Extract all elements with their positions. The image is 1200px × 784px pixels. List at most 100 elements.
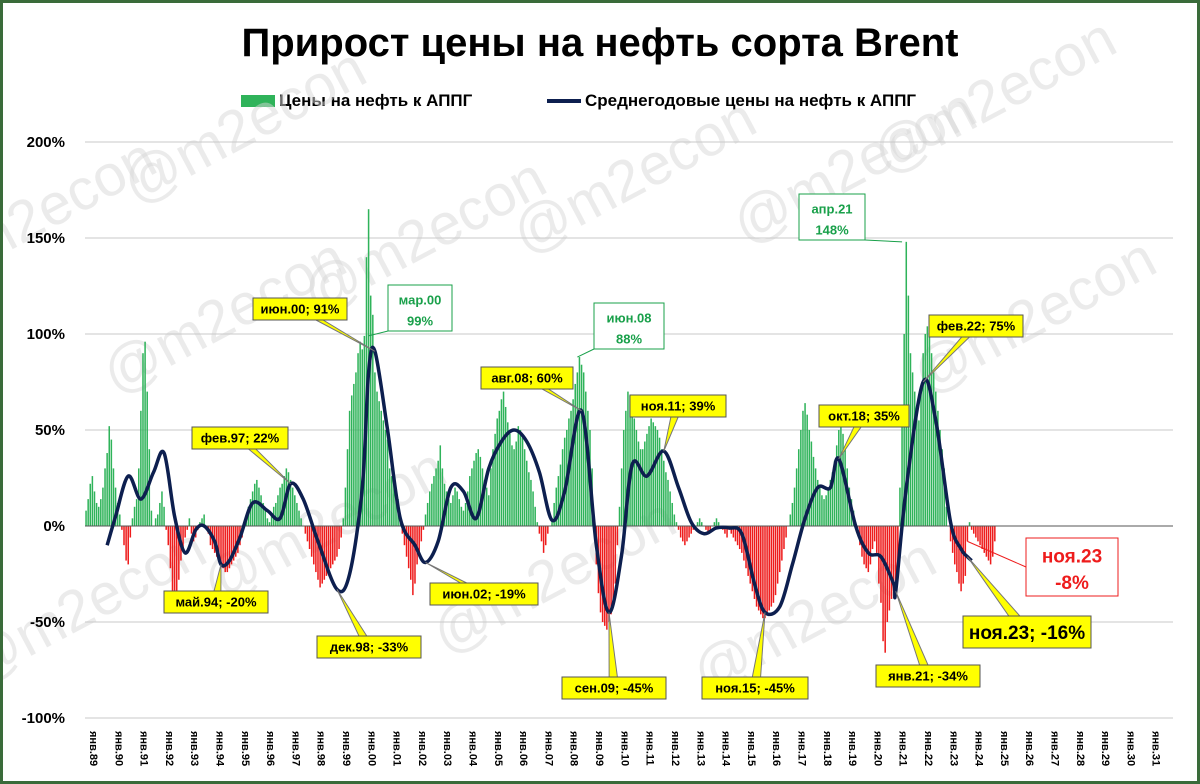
bar <box>460 506 463 526</box>
bar <box>184 526 186 538</box>
bar <box>916 410 918 526</box>
x-tick-label: янв.29 <box>1099 731 1111 766</box>
bar <box>471 468 473 526</box>
bar <box>580 364 583 526</box>
annotation-label: янв.21; -34% <box>888 669 968 684</box>
x-tick-label: янв.95 <box>239 731 251 766</box>
bar <box>369 295 372 526</box>
bar <box>897 526 899 565</box>
bar <box>483 479 486 526</box>
bar <box>500 399 503 526</box>
bar <box>766 526 768 615</box>
bar <box>989 526 992 565</box>
x-tick-label: янв.07 <box>542 731 554 766</box>
bar <box>515 441 517 526</box>
bar <box>682 526 684 542</box>
x-tick-label: янв.31 <box>1150 731 1162 766</box>
legend-label-bars: Цены на нефть к АППГ <box>279 91 473 110</box>
bar <box>620 468 623 526</box>
bar <box>313 526 315 565</box>
bar <box>608 526 610 622</box>
bar <box>85 510 87 526</box>
bar <box>344 487 347 526</box>
bar <box>669 491 671 526</box>
bar <box>958 526 960 584</box>
y-tick-label: 0% <box>43 518 65 535</box>
bar <box>772 526 775 603</box>
bar <box>935 391 937 526</box>
annotation-box <box>798 193 866 241</box>
annotation-value: 88% <box>616 331 642 346</box>
bar <box>663 460 665 526</box>
annotation-16: ноя.23 -8% <box>967 537 1119 597</box>
bar <box>823 499 825 526</box>
bar <box>230 526 233 565</box>
bar <box>393 483 395 526</box>
bar <box>677 526 680 530</box>
bar <box>707 526 709 534</box>
x-tick-label: янв.27 <box>1048 731 1060 766</box>
x-tick-label: янв.01 <box>391 731 403 766</box>
x-tick-label: янв.20 <box>871 731 883 766</box>
bar <box>264 510 267 526</box>
annotation-box <box>701 676 809 700</box>
bar <box>972 526 975 534</box>
bar <box>835 445 838 526</box>
y-tick-label: 200% <box>27 134 65 151</box>
annotation-box <box>593 302 665 350</box>
bar <box>905 241 908 526</box>
bar <box>133 506 136 526</box>
bar <box>277 495 279 526</box>
bar <box>804 403 806 526</box>
x-tick-label: янв.89 <box>87 731 99 766</box>
bar <box>458 499 461 526</box>
bar <box>800 430 802 526</box>
bar <box>304 526 307 534</box>
bar <box>612 526 614 603</box>
bar <box>987 526 990 561</box>
bar <box>175 526 178 596</box>
bar <box>717 522 720 526</box>
bar <box>838 430 840 526</box>
bar <box>315 526 317 573</box>
annotation-label: фев.22; 75% <box>937 319 1016 334</box>
bar <box>361 349 364 526</box>
bar <box>918 420 920 526</box>
bar <box>532 491 534 526</box>
annotation-0: июн.00; 91% <box>252 297 376 352</box>
bar <box>616 526 619 546</box>
bar <box>492 449 494 526</box>
x-tick-label: янв.10 <box>618 731 630 766</box>
bar <box>741 526 743 553</box>
bar <box>473 460 475 526</box>
bar <box>167 526 170 546</box>
bar <box>937 410 939 526</box>
bar <box>869 526 872 565</box>
bar <box>262 502 264 526</box>
bar <box>901 410 903 526</box>
bar <box>928 334 931 526</box>
bar <box>331 526 334 565</box>
bar <box>220 526 222 565</box>
bar <box>513 449 515 526</box>
bar <box>327 526 330 573</box>
bar <box>547 526 549 534</box>
bar <box>412 526 414 596</box>
bar <box>633 418 636 526</box>
bar <box>93 491 96 526</box>
annotation-label: июн.08 <box>606 310 651 325</box>
bar <box>724 526 726 534</box>
bar <box>336 526 338 557</box>
x-tick-label: янв.02 <box>416 731 428 766</box>
bar <box>757 526 760 611</box>
bar <box>715 518 718 526</box>
bar <box>736 526 739 546</box>
bar <box>325 526 328 576</box>
bar <box>842 433 844 526</box>
bar <box>154 518 157 526</box>
annotation-box <box>252 297 348 321</box>
bar <box>509 433 511 526</box>
bar <box>173 526 176 603</box>
bar <box>378 401 380 526</box>
